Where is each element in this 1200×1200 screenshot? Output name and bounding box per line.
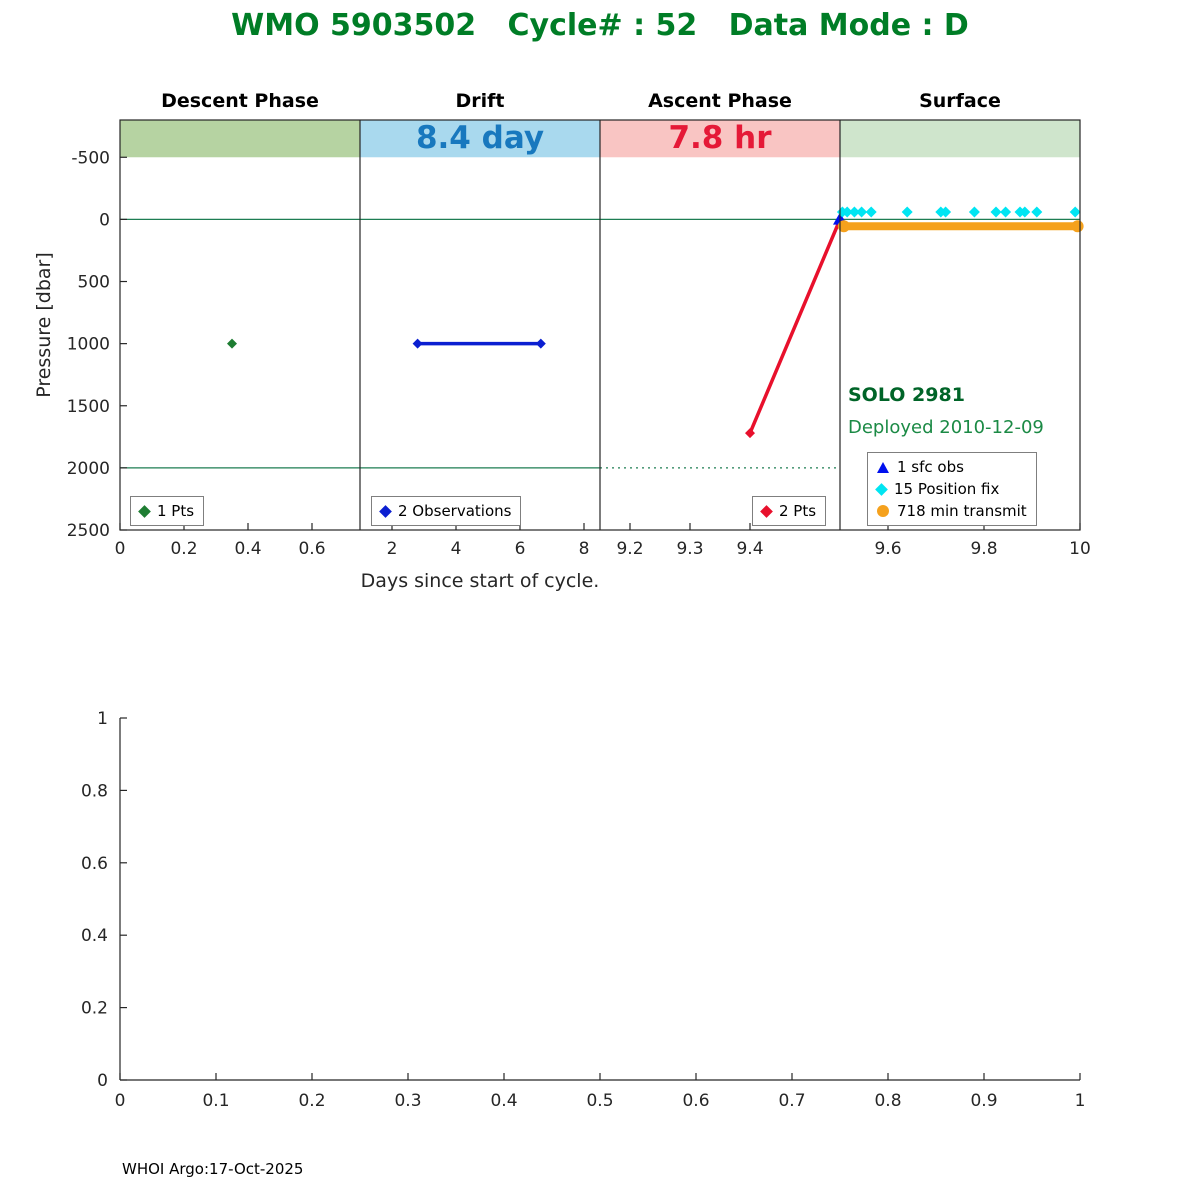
svg-text:500: 500: [78, 273, 110, 293]
circle-marker-icon: [877, 505, 889, 517]
deployed-date-annotation: Deployed 2010-12-09: [848, 417, 1044, 438]
svg-text:8: 8: [579, 539, 590, 559]
phase-band: [360, 120, 600, 158]
diamond-marker-icon: [760, 504, 773, 518]
svg-text:2000: 2000: [67, 459, 110, 479]
svg-text:0.6: 0.6: [81, 854, 108, 874]
bottom-chart: 0 0.1 0.2 0.3 0.4 0.5 0.6 0.7 0.8 0.9 1 0 0.2 0.4 0.6 0…: [81, 709, 1085, 1111]
phase-band: [840, 120, 1080, 158]
legend-label: 1 Pts: [157, 502, 195, 520]
svg-text:9.2: 9.2: [616, 539, 643, 559]
svg-text:0.3: 0.3: [394, 1091, 421, 1111]
svg-text:0.2: 0.2: [298, 1091, 325, 1111]
phase-header-surface: Surface: [919, 90, 1001, 112]
svg-text:0.9: 0.9: [970, 1091, 997, 1111]
svg-text:1500: 1500: [67, 397, 110, 417]
legend-item-min-transmit: 718 min transmit: [877, 500, 1027, 522]
series-drift-obs: [412, 338, 546, 349]
y-axis-label: Pressure [dbar]: [33, 252, 55, 398]
phase-band: [120, 120, 360, 158]
svg-text:0.1: 0.1: [202, 1091, 229, 1111]
svg-text:0.5: 0.5: [586, 1091, 613, 1111]
svg-text:0.4: 0.4: [234, 539, 261, 559]
legend-label: 15 Position fix: [894, 480, 1000, 498]
svg-text:9.6: 9.6: [874, 539, 901, 559]
legend-descent: 1 Pts: [130, 496, 205, 526]
diamond-marker-icon: [875, 482, 888, 496]
series-transmit-span: [837, 220, 1084, 233]
phase-header-ascent: Ascent Phase: [648, 90, 792, 112]
diamond-marker-icon: [379, 504, 392, 518]
svg-text:6: 6: [515, 539, 526, 559]
phase-band: [600, 120, 840, 158]
legend-label: 2 Observations: [398, 502, 512, 520]
svg-text:0.2: 0.2: [81, 999, 108, 1019]
svg-text:0: 0: [115, 539, 126, 559]
svg-text:0: 0: [99, 210, 110, 230]
svg-text:0: 0: [97, 1071, 108, 1091]
phase-header-drift: Drift: [455, 90, 505, 112]
svg-text:10: 10: [1069, 539, 1091, 559]
svg-text:0.6: 0.6: [298, 539, 325, 559]
svg-text:0.4: 0.4: [490, 1091, 517, 1111]
legend-item-drift-observations: 2 Observations: [379, 500, 512, 522]
svg-text:0.6: 0.6: [682, 1091, 709, 1111]
footer-text: WHOI Argo:17-Oct-2025: [122, 1160, 304, 1178]
svg-text:1: 1: [97, 709, 108, 729]
series-position-fixes: [836, 206, 1081, 218]
svg-text:1000: 1000: [67, 335, 110, 355]
svg-text:9.8: 9.8: [970, 539, 997, 559]
legend-label: 718 min transmit: [897, 502, 1027, 520]
svg-text:1: 1: [1075, 1091, 1086, 1111]
series-descent-obs: [227, 338, 237, 349]
legend-label: 1 sfc obs: [897, 458, 964, 476]
svg-text:0.2: 0.2: [170, 539, 197, 559]
svg-text:9.3: 9.3: [676, 539, 703, 559]
drift-duration-label: 8.4 day: [415, 120, 545, 156]
diamond-marker-icon: [138, 504, 151, 518]
svg-text:-500: -500: [71, 148, 110, 168]
svg-text:4: 4: [451, 539, 462, 559]
svg-text:0.4: 0.4: [81, 926, 108, 946]
series-ascent-obs: [745, 217, 842, 439]
ascent-duration-label: 7.8 hr: [668, 120, 772, 156]
legend-surface: 1 sfc obs 15 Position fix 718 min transm…: [867, 452, 1037, 526]
phase-header-descent: Descent Phase: [161, 90, 319, 112]
legend-label: 2 Pts: [779, 502, 817, 520]
legend-item-ascent-pts: 2 Pts: [760, 500, 817, 522]
figure-title: WMO 5903502 Cycle# : 52 Data Mode : D: [231, 8, 969, 43]
svg-text:2: 2: [387, 539, 398, 559]
triangle-marker-icon: [877, 461, 889, 473]
svg-text:2500: 2500: [67, 521, 110, 541]
svg-text:0: 0: [115, 1091, 126, 1111]
x-axis-label: Days since start of cycle.: [360, 570, 600, 592]
svg-text:0.7: 0.7: [778, 1091, 805, 1111]
legend-item-sfc-obs: 1 sfc obs: [877, 456, 1027, 478]
svg-text:0.8: 0.8: [874, 1091, 901, 1111]
float-name-annotation: SOLO 2981: [848, 384, 965, 406]
legend-item-position-fix: 15 Position fix: [875, 478, 1027, 500]
legend-item-descent-pts: 1 Pts: [138, 500, 195, 522]
svg-text:9.4: 9.4: [736, 539, 763, 559]
legend-drift: 2 Observations: [371, 496, 522, 526]
legend-ascent: 2 Pts: [752, 496, 827, 526]
svg-text:0.8: 0.8: [81, 781, 108, 801]
